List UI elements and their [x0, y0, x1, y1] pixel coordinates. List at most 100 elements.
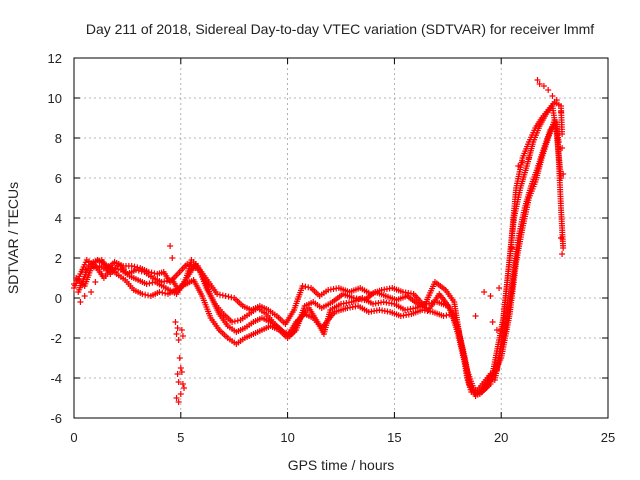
data-point-scattered — [496, 285, 503, 291]
data-point-scattered — [472, 313, 479, 319]
y-tick-label: 6 — [55, 171, 62, 186]
data-point-track-d — [90, 264, 97, 271]
data-point-track-a — [234, 317, 241, 324]
y-tick-label: 2 — [55, 251, 62, 266]
data-point-scattered — [178, 327, 185, 333]
x-tick-label: 20 — [494, 430, 508, 445]
data-point-scattered — [88, 289, 95, 295]
y-axis-label: SDTVAR / TECUs — [5, 182, 21, 294]
data-point-scattered — [534, 77, 541, 83]
x-tick-label: 5 — [177, 430, 184, 445]
data-point-scattered — [181, 385, 188, 391]
data-point-track-b — [560, 245, 567, 251]
y-tick-label: -6 — [50, 411, 62, 426]
data-point-scattered — [172, 319, 179, 325]
data-point-track-b — [440, 313, 447, 319]
data-point-track-d — [228, 294, 235, 301]
data-point-track-c — [156, 289, 163, 295]
data-point-scattered — [540, 83, 547, 89]
data-point-track-d — [559, 131, 566, 137]
data-point-scattered — [167, 243, 174, 249]
data-point-scattered — [489, 319, 496, 325]
data-point-scattered — [178, 369, 185, 375]
data-point-track-d — [93, 263, 100, 270]
data-point-scattered — [558, 235, 565, 241]
data-point-track-b — [443, 312, 450, 319]
data-point-scattered — [176, 355, 183, 361]
y-tick-label: -2 — [50, 331, 62, 346]
data-point-scattered — [559, 145, 566, 151]
x-axis-label: GPS time / hours — [288, 457, 395, 473]
data-point-scattered — [169, 255, 176, 261]
data-point-track-c — [555, 139, 562, 145]
data-point-scattered — [177, 391, 184, 397]
data-point-track-a — [229, 319, 236, 325]
data-point-track-a — [115, 266, 122, 273]
data-point-scattered — [175, 399, 182, 405]
data-point-track-d — [82, 266, 89, 273]
data-point-scattered — [560, 171, 567, 177]
data-point-track-d — [216, 291, 223, 298]
data-point-track-d — [214, 291, 221, 297]
data-point-track-d — [85, 265, 92, 272]
plot-frame — [73, 57, 609, 419]
data-point-track-d — [219, 292, 226, 299]
x-tick-label: 15 — [387, 430, 401, 445]
x-tick-label: 0 — [70, 430, 77, 445]
data-point-scattered — [487, 293, 494, 299]
data-point-scattered — [493, 327, 500, 333]
data-point-track-d — [79, 267, 86, 273]
y-tick-label: 10 — [48, 91, 62, 106]
data-point-scattered — [175, 337, 182, 343]
data-point-scattered — [81, 293, 88, 299]
data-point-scattered — [519, 159, 526, 165]
data-point-track-d — [128, 263, 135, 269]
data-point-scattered — [98, 271, 105, 277]
data-point-scattered — [508, 245, 515, 251]
data-point-track-a — [146, 280, 153, 287]
data-point-track-d — [148, 269, 155, 276]
data-point-scattered — [553, 97, 560, 103]
chart-title: Day 211 of 2018, Sidereal Day-to-day VTE… — [86, 21, 594, 37]
data-point-scattered — [179, 333, 186, 339]
x-tick-label: 10 — [280, 430, 294, 445]
y-tick-label: -4 — [50, 371, 62, 386]
y-tick-label: 12 — [48, 51, 62, 66]
data-point-track-a — [143, 281, 150, 287]
data-point-scattered — [174, 325, 181, 331]
y-tick-label: 4 — [55, 211, 62, 226]
data-point-scattered — [179, 381, 186, 387]
data-point-scattered — [71, 281, 77, 287]
axis-ticks: 0 5 10 15 20 25 -6 -4 -2 0 2 4 6 8 10 12 — [48, 51, 616, 445]
data-point-track-d — [134, 264, 141, 271]
data-point-scattered — [174, 371, 181, 377]
data-point-scattered — [175, 379, 182, 385]
y-tick-label: 0 — [55, 291, 62, 306]
data-point-scattered — [545, 87, 552, 93]
data-point-scattered — [173, 395, 180, 401]
data-point-scattered — [481, 289, 488, 295]
data-point-track-d — [145, 269, 152, 275]
data-point-scattered — [559, 251, 566, 257]
data-point-scattered — [173, 331, 180, 337]
data-point-track-c — [159, 289, 166, 296]
data-point-track-d — [305, 284, 312, 291]
y-tick-label: 8 — [55, 131, 62, 146]
grid — [74, 58, 608, 418]
data-point-scattered — [558, 109, 565, 115]
data-point-scattered — [177, 365, 184, 371]
data-point-scattered — [525, 155, 532, 161]
data-point-track-d — [222, 293, 229, 299]
data-point-track-d — [302, 283, 309, 290]
data-point-scattered — [549, 93, 556, 99]
data-point-track-c — [139, 291, 146, 297]
data-point-track-d — [299, 283, 306, 289]
data-point-scattered — [77, 299, 84, 305]
data-point-track-d — [225, 293, 232, 300]
data-marks — [71, 77, 567, 405]
data-point-scattered — [515, 163, 522, 169]
data-point-scattered — [92, 279, 99, 285]
data-point-track-c — [142, 291, 149, 298]
data-point-track-d — [131, 263, 138, 270]
